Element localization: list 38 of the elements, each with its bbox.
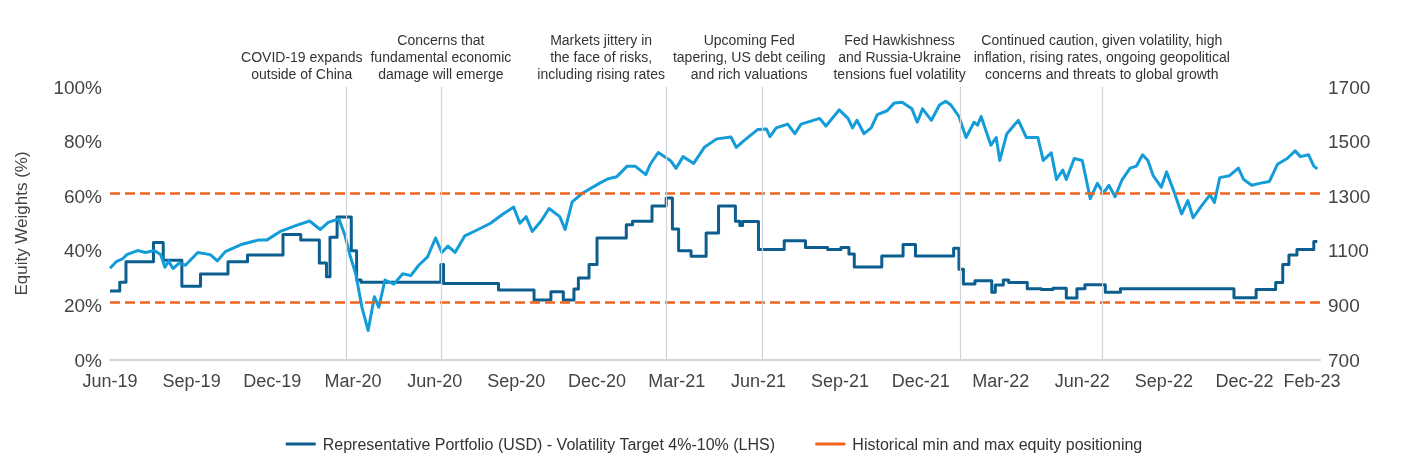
ref-line-label: Concerns that fundamental economic damage will emerge [370,31,512,82]
x-tick-label: Sep-20 [487,371,546,391]
x-tick-label: Jun-22 [1054,371,1110,391]
legend-label: Historical min and max equity positioning [852,435,1143,453]
x-tick-label: Dec-21 [891,371,950,391]
x-tick-label: Sep-21 [811,371,870,391]
ref-line-label: Markets jittery in the face of risks, including rising rates [537,31,665,82]
ref-line-label: Fed Hawkishness and Russia-Ukraine tensions fuel volatility [833,31,966,82]
x-tick-label: Sep-19 [162,371,221,391]
y2-tick-label: 1500 [1328,131,1371,153]
y-tick-label: 20% [63,294,103,316]
x-tick-label: Jun-20 [407,371,463,391]
x-tick-label: Mar-22 [972,371,1030,391]
y-tick-label: 0% [74,349,103,371]
ref-line-label: Continued caution, given volatility, high inflation, rising rates, ongoing geopolitical concerns and threats to global growth [973,31,1230,82]
y2-tick-label: 1300 [1328,185,1371,207]
legend-label: Representative Portfolio (USD) - Volatility Target 4%-10% (LHS) [322,435,776,453]
x-tick-label: Dec-22 [1215,371,1274,391]
x-tick-label: Feb-23 [1283,371,1341,391]
y-axis-title: Equity Weights (%) [12,151,31,296]
y2-tick-label: 1100 [1328,240,1369,262]
x-tick-label: Dec-20 [568,371,627,391]
y2-tick-label: 1700 [1328,76,1371,98]
y-tick-label: 80% [63,131,103,153]
x-tick-label: Jun-19 [82,371,138,391]
x-tick-label: Mar-21 [648,371,706,391]
x-tick-label: Jun-21 [730,371,786,391]
y-tick-label: 100% [53,76,103,98]
y2-tick-label: 900 [1328,294,1360,316]
y-tick-label: 60% [63,185,103,207]
x-tick-label: Mar-20 [324,371,382,391]
line-series [108,99,1319,333]
x-tick-label: Sep-22 [1134,371,1193,391]
y2-tick-label: 700 [1328,349,1360,371]
ref-line-label: COVID-19 expands outside of China [241,48,363,82]
y-tick-label: 40% [63,240,103,262]
x-tick-label: Dec-19 [243,371,302,391]
ref-line-label: Upcoming Fed tapering, US debt ceiling and rich valuations [672,31,826,82]
